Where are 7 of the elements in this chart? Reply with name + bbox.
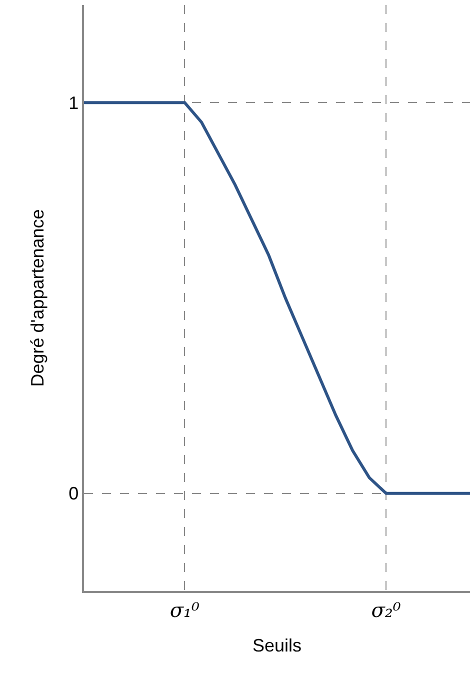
line-series [84,101,470,495]
x-axis-title: Seuils [252,635,302,656]
y-tick-label: 1 [68,92,79,113]
y-axis-title: Degré d'appartenance [27,209,48,387]
y-tick-label: 0 [68,484,79,504]
x-tick-label: σ₂⁰ [371,598,401,622]
x-tick-label: σ₁⁰ [170,598,200,622]
